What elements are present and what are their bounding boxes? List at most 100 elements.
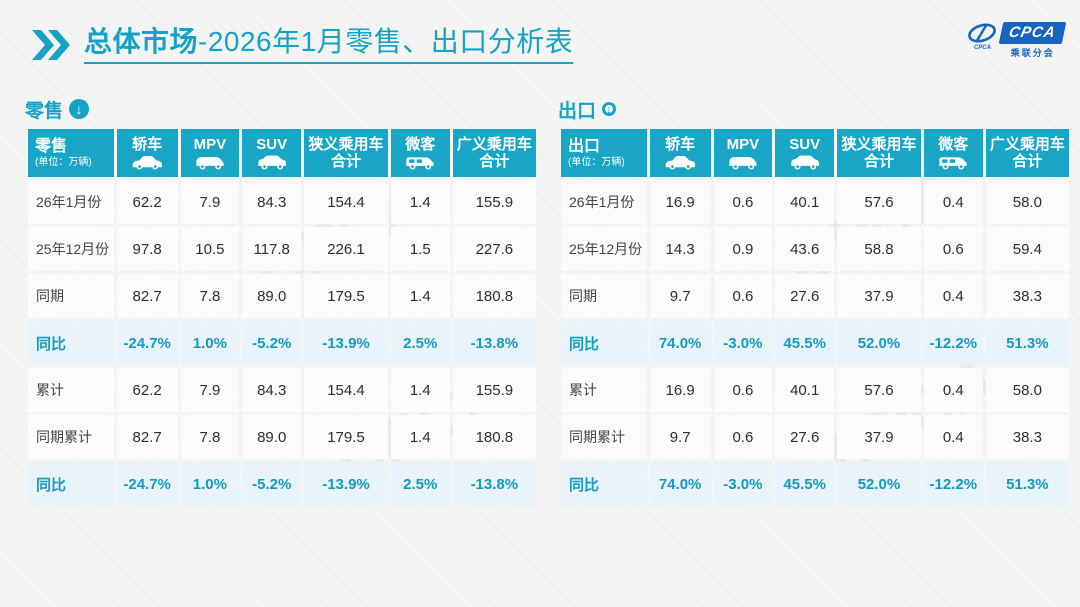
table-cell: 58.0 — [985, 368, 1069, 412]
export-unit-title: 出口 — [568, 137, 601, 155]
title-bar: 总体市场-2026年1月零售、出口分析表 — [30, 26, 574, 65]
row-label: 同期 — [28, 274, 114, 318]
mpv-icon — [729, 156, 757, 170]
retail-unit-note: (单位：万辆) — [35, 156, 92, 168]
table-row: 同期累计 9.7 0.6 27.6 37.9 0.4 38.3 — [561, 415, 1069, 459]
table-row: 同期 82.7 7.8 89.0 179.5 1.4 180.8 — [28, 274, 536, 318]
export-unit-note: (单位：万辆) — [568, 156, 625, 168]
table-cell: 0.6 — [713, 180, 773, 224]
col-header-broad-pv-total: 广义乘用车合计 — [452, 129, 536, 177]
table-cell: 82.7 — [116, 415, 178, 459]
table-cell: -5.2% — [242, 321, 302, 365]
retail-unit-title: 零售 — [35, 137, 68, 155]
col-label: SUV — [789, 136, 821, 154]
retail-section-header: 零售 ↓ — [25, 96, 539, 122]
table-row: 26年1月份 62.2 7.9 84.3 154.4 1.4 155.9 — [28, 180, 536, 224]
table-cell: 51.3% — [985, 462, 1069, 506]
table-cell: 51.3% — [985, 321, 1069, 365]
table-cell: 37.9 — [837, 415, 921, 459]
table-cell: 9.7 — [649, 274, 711, 318]
page-title: 总体市场-2026年1月零售、出口分析表 — [84, 26, 574, 65]
export-table-area: 出口 ↓ 出口 (单位：万辆) 轿车 MPV SUV 狭义乘用车合计 微客 广义 — [558, 96, 1072, 509]
table-cell: 226.1 — [304, 227, 388, 271]
suv-icon — [258, 155, 286, 170]
table-cell: 0.4 — [923, 180, 983, 224]
table-cell: 180.8 — [452, 274, 536, 318]
col-label: 微客 — [405, 136, 436, 154]
table-row-yoy: 同比 74.0% -3.0% 45.5% 52.0% -12.2% 51.3% — [561, 321, 1069, 365]
table-cell: 155.9 — [452, 180, 536, 224]
table-cell: -24.7% — [116, 462, 178, 506]
table-cell: 89.0 — [242, 415, 302, 459]
table-cell: -13.8% — [452, 321, 536, 365]
table-cell: 74.0% — [649, 321, 711, 365]
row-label: 同比 — [28, 462, 114, 506]
cpca-logo-text: CPCA — [999, 22, 1067, 44]
cpca-logo: CPCA CPCA 乘联分会 — [967, 22, 1067, 59]
table-cell: 52.0% — [837, 462, 921, 506]
table-cell: 227.6 — [452, 227, 536, 271]
retail-table: 零售 (单位：万辆) 轿车 MPV SUV 狭义乘用车合计 微客 广义乘用车合计… — [25, 126, 539, 509]
table-cell: -3.0% — [713, 321, 773, 365]
table-cell: 43.6 — [775, 227, 835, 271]
table-cell: 52.0% — [837, 321, 921, 365]
table-cell: -24.7% — [116, 321, 178, 365]
table-cell: 1.4 — [390, 368, 450, 412]
table-cell: 58.8 — [837, 227, 921, 271]
cpca-swoosh-icon — [968, 23, 997, 43]
table-cell: 40.1 — [775, 368, 835, 412]
table-cell: -13.9% — [304, 321, 388, 365]
table-cell: -13.8% — [452, 462, 536, 506]
down-arrow-ring-icon: ↓ — [602, 102, 617, 116]
col-label: 狭义乘用车合计 — [841, 135, 917, 170]
table-cell: 45.5% — [775, 462, 835, 506]
table-row-yoy: 同比 74.0% -3.0% 45.5% 52.0% -12.2% 51.3% — [561, 462, 1069, 506]
table-cell: 27.6 — [775, 274, 835, 318]
table-cell: 7.8 — [180, 274, 240, 318]
table-cell: 10.5 — [180, 227, 240, 271]
col-header-narrow-pv-total: 狭义乘用车合计 — [837, 129, 921, 177]
van-icon — [406, 157, 434, 170]
table-cell: 14.3 — [649, 227, 711, 271]
table-cell: 89.0 — [242, 274, 302, 318]
col-header-minibus: 微客 — [923, 129, 983, 177]
table-row: 累计 16.9 0.6 40.1 57.6 0.4 58.0 — [561, 368, 1069, 412]
row-label: 同期 — [561, 274, 647, 318]
table-cell: 1.4 — [390, 415, 450, 459]
col-label: SUV — [256, 136, 288, 154]
export-section-label: 出口 — [558, 100, 597, 122]
col-header-sedan: 轿车 — [649, 129, 711, 177]
page-title-rest: -2026年1月零售、出口分析表 — [198, 26, 574, 57]
table-cell: 0.4 — [923, 415, 983, 459]
van-icon — [939, 157, 967, 170]
export-unit-header: 出口 (单位：万辆) — [561, 129, 647, 177]
row-label: 同比 — [28, 321, 114, 365]
row-label: 25年12月份 — [28, 227, 114, 271]
table-cell: 7.9 — [180, 180, 240, 224]
row-label: 26年1月份 — [561, 180, 647, 224]
table-row: 26年1月份 16.9 0.6 40.1 57.6 0.4 58.0 — [561, 180, 1069, 224]
table-cell: 179.5 — [304, 415, 388, 459]
export-table: 出口 (单位：万辆) 轿车 MPV SUV 狭义乘用车合计 微客 广义乘用车合计… — [558, 126, 1072, 509]
table-cell: 62.2 — [116, 368, 178, 412]
col-header-mpv: MPV — [713, 129, 773, 177]
table-cell: 1.5 — [390, 227, 450, 271]
table-cell: 9.7 — [649, 415, 711, 459]
table-cell: 84.3 — [242, 180, 302, 224]
table-row: 25年12月份 97.8 10.5 117.8 226.1 1.5 227.6 — [28, 227, 536, 271]
table-cell: 74.0% — [649, 462, 711, 506]
table-cell: 155.9 — [452, 368, 536, 412]
table-cell: 40.1 — [775, 180, 835, 224]
table-cell: 82.7 — [116, 274, 178, 318]
row-label: 同期累计 — [28, 415, 114, 459]
col-label: MPV — [193, 136, 227, 154]
table-cell: 2.5% — [390, 321, 450, 365]
cpca-logo-mini-text: CPCA — [973, 45, 991, 51]
table-cell: 45.5% — [775, 321, 835, 365]
table-cell: 0.4 — [923, 368, 983, 412]
row-label: 累计 — [28, 368, 114, 412]
table-cell: 180.8 — [452, 415, 536, 459]
table-cell: 16.9 — [649, 180, 711, 224]
table-cell: 0.6 — [713, 368, 773, 412]
mpv-icon — [196, 156, 224, 170]
